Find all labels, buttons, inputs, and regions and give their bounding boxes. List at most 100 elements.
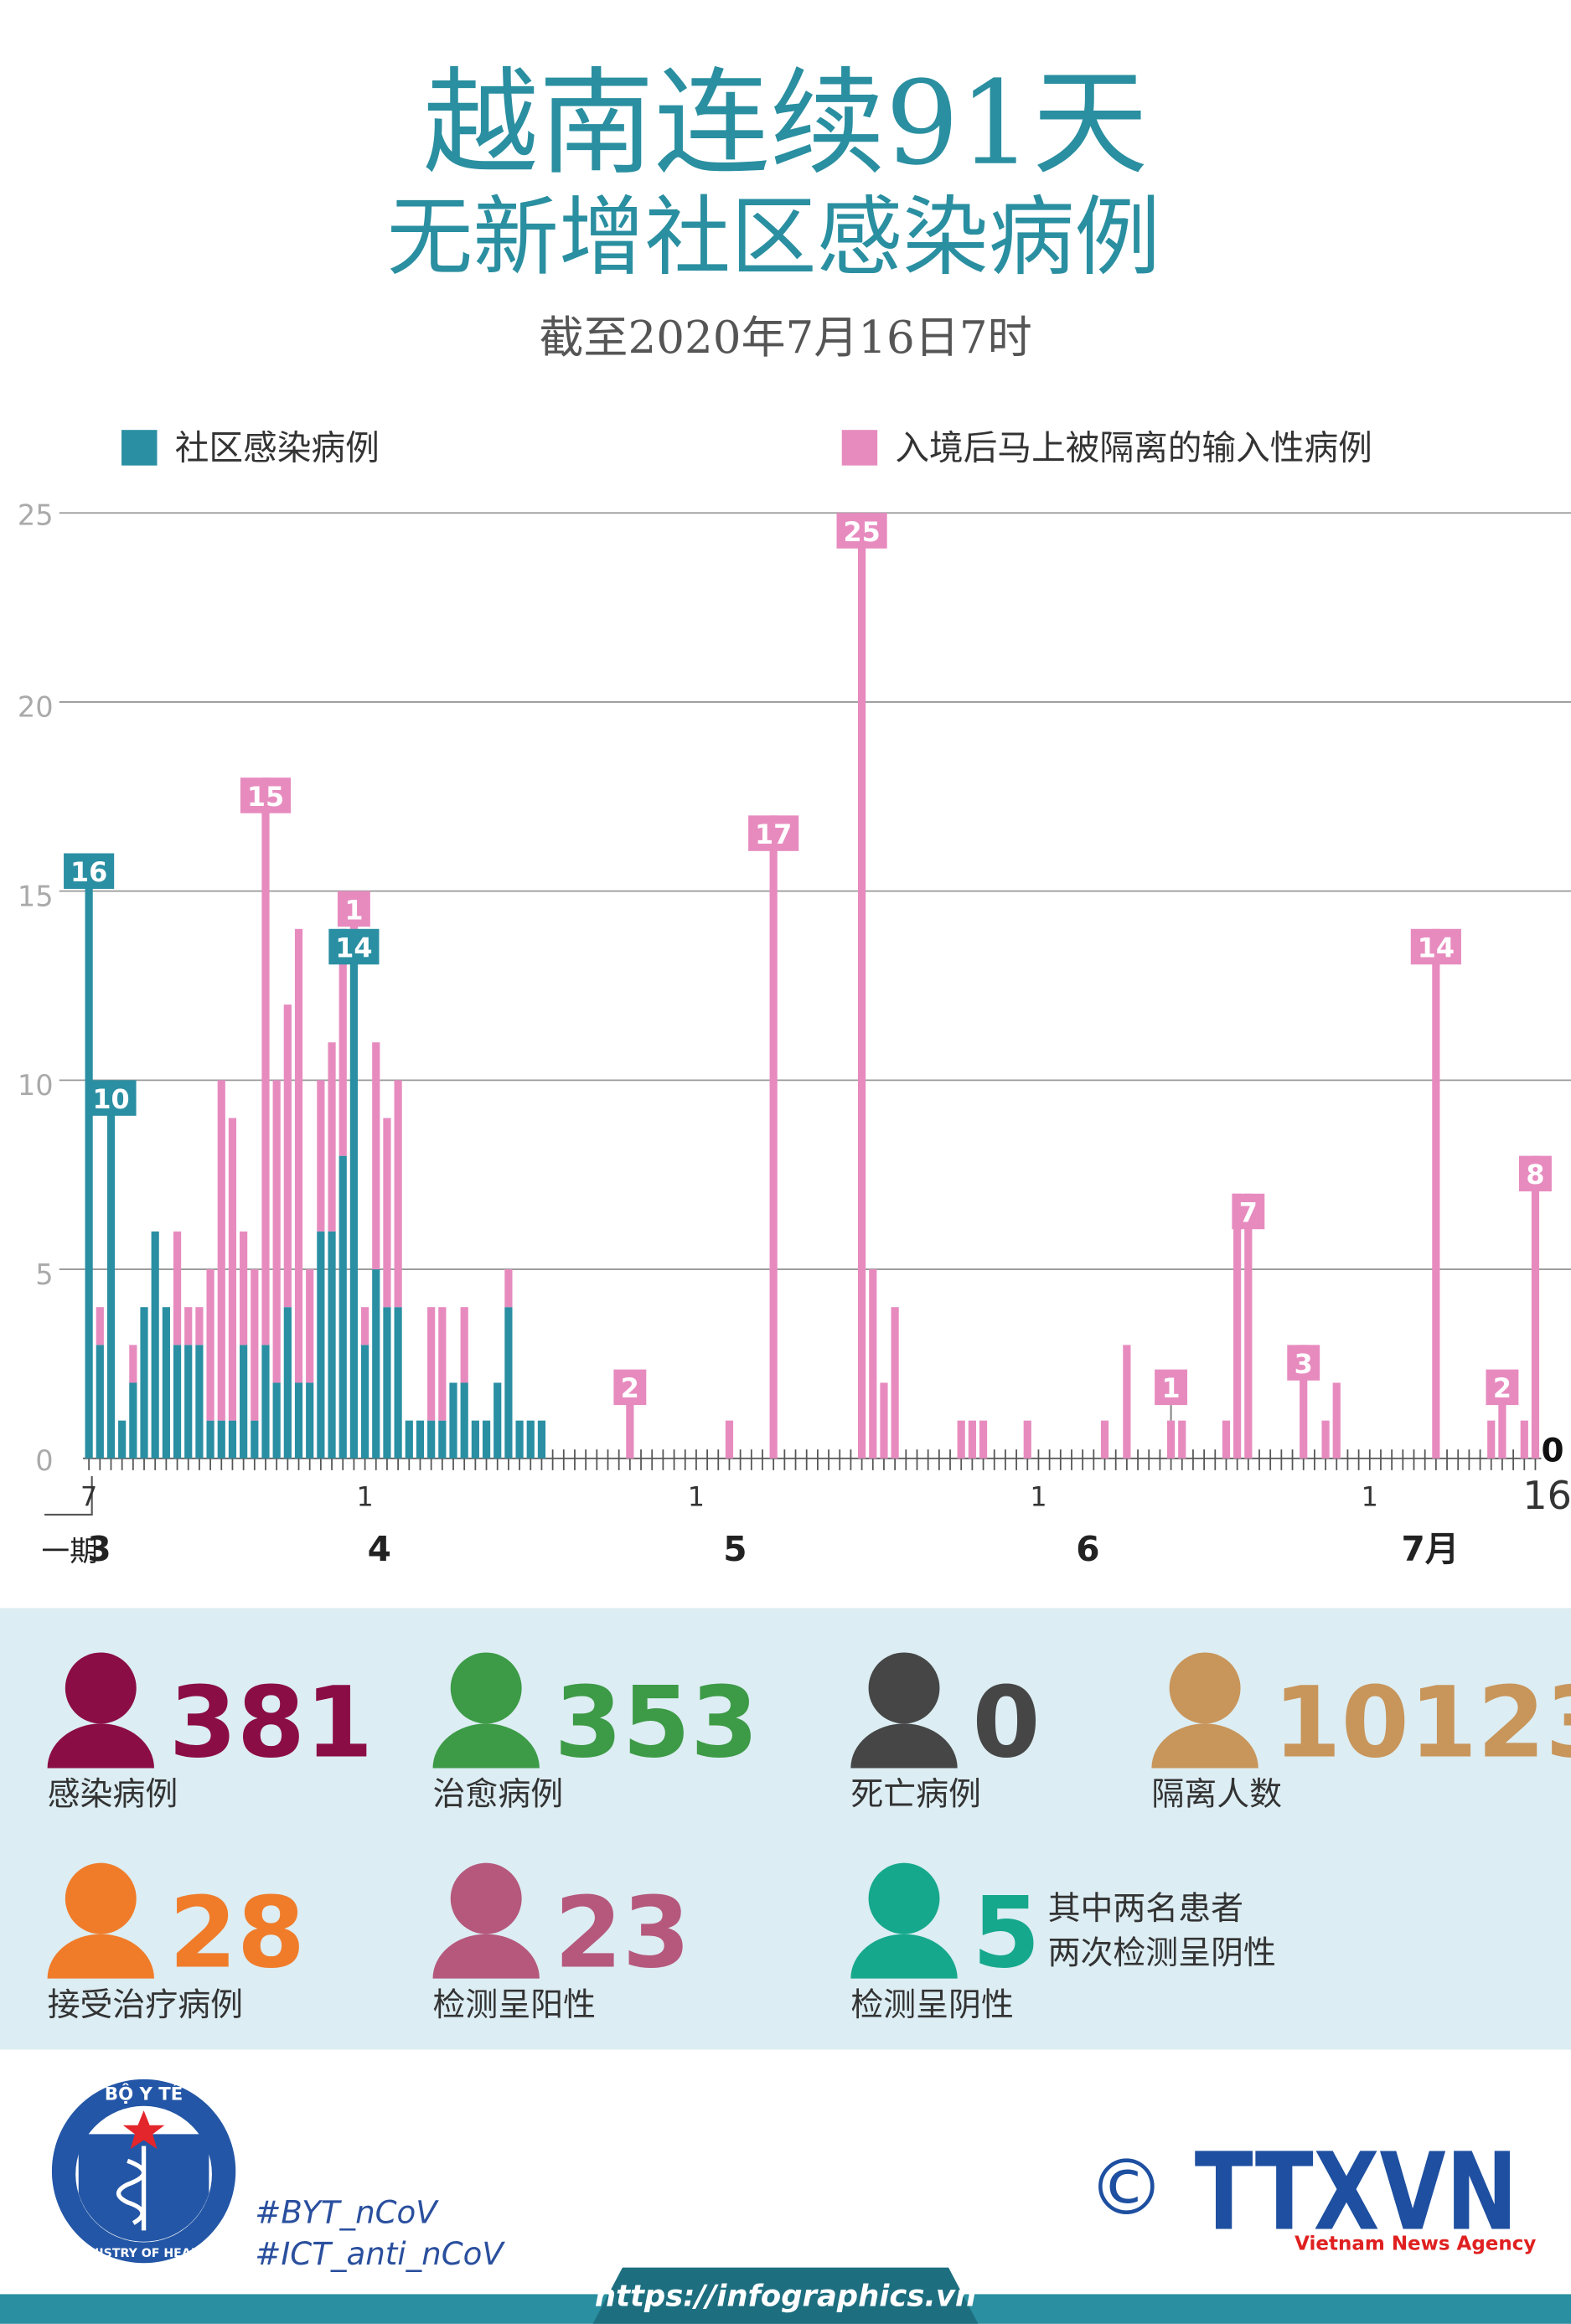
bar-segment (184, 1307, 193, 1345)
month-label: 4 (368, 1529, 391, 1569)
month-label: 7月 (1401, 1529, 1459, 1569)
subtitle: 无新增社区感染病例 (387, 189, 1160, 288)
bar-segment (504, 1269, 513, 1308)
bar-segment (857, 513, 866, 1459)
bar-segment (471, 1420, 479, 1459)
y-tick-label: 5 (35, 1258, 53, 1291)
bar-segment (394, 1307, 402, 1459)
bar-segment (537, 1420, 546, 1459)
data-label: 1 (344, 894, 363, 926)
bar-segment (96, 1345, 104, 1459)
bar-segment (968, 1420, 976, 1459)
stat-note: 其中两名患者 (1048, 1890, 1243, 1928)
bar-segment (338, 928, 347, 1156)
bar-segment (383, 1307, 391, 1459)
bar-segment (217, 1420, 225, 1459)
person-body (47, 1934, 154, 1979)
label-box (337, 891, 370, 927)
y-tick-label: 15 (18, 880, 54, 912)
bar-segment (283, 1004, 292, 1308)
stat-label: 治愈病例 (433, 1776, 564, 1814)
label-box (240, 777, 292, 813)
bar-segment (1178, 1420, 1186, 1459)
person-body (1151, 1723, 1258, 1769)
person-head (450, 1652, 522, 1724)
data-label: 2 (621, 1372, 639, 1404)
logo-staff (116, 2146, 147, 2231)
bar-segment (360, 1345, 369, 1459)
bar-segment (438, 1307, 447, 1421)
label-box (613, 1369, 647, 1406)
bar-segment (449, 1382, 457, 1459)
person-head (65, 1862, 137, 1934)
bar-segment (129, 1345, 137, 1383)
bar-segment (1300, 1345, 1308, 1459)
bar-segment (460, 1307, 468, 1383)
url: https://infographics.vn (595, 2280, 976, 2314)
bar-segment (1123, 1345, 1131, 1459)
bar-segment (1222, 1420, 1231, 1459)
data-label: 1 (1162, 1372, 1181, 1404)
bar-segment (957, 1420, 965, 1459)
bar-segment (217, 1080, 225, 1421)
y-tick-label: 20 (18, 691, 54, 724)
stat-label: 隔离人数 (1151, 1776, 1282, 1814)
bar-segment (206, 1269, 214, 1421)
person-body (850, 1723, 958, 1769)
data-label: 17 (755, 819, 792, 850)
bar-segment (427, 1307, 436, 1421)
bar-segment (228, 1118, 237, 1421)
bar-segment (1244, 1193, 1253, 1459)
bar-segment (372, 1269, 380, 1459)
bar-segment (1023, 1420, 1031, 1459)
bar-segment (338, 1155, 347, 1459)
bar-segment (438, 1420, 447, 1459)
bar-segment (1332, 1382, 1341, 1459)
label-box (85, 1080, 137, 1116)
stat-value: 5 (972, 1876, 1040, 1990)
person-head (450, 1862, 522, 1934)
bar-segment (1100, 1420, 1109, 1459)
bar-segment (85, 853, 93, 1459)
title: 越南连续91天 (423, 56, 1148, 191)
bar-segment (1531, 1155, 1540, 1459)
stat-label: 感染病例 (48, 1776, 178, 1814)
hashtag: #BYT_nCoV (255, 2195, 439, 2231)
date-note: 截至2020年7月16日7时 (539, 312, 1031, 364)
bar-segment (184, 1345, 193, 1459)
logo-bottom: MINISTRY OF HEALTH (73, 2247, 214, 2260)
bar-segment (251, 1269, 259, 1421)
person-head (868, 1862, 940, 1934)
x-tick-label: 1 (688, 1480, 705, 1512)
data-label: 15 (247, 781, 284, 813)
stat-note: 两次检测呈阴性 (1048, 1934, 1276, 1972)
bar-segment (173, 1345, 182, 1459)
bar-segment (140, 1307, 148, 1459)
x-tick-label: 1 (1362, 1480, 1378, 1512)
bar-segment (306, 1382, 314, 1459)
stat-label: 死亡病例 (850, 1776, 981, 1814)
stat-value: 353 (555, 1666, 759, 1779)
bar-segment (240, 1345, 248, 1459)
copyright: © (1088, 2143, 1165, 2233)
bar-segment (372, 1042, 380, 1270)
bar-segment (106, 1080, 116, 1459)
bar-segment (1166, 1420, 1176, 1459)
bar-segment (129, 1382, 137, 1459)
month-label: 6 (1076, 1529, 1099, 1569)
stat-label: 检测呈阳性 (433, 1986, 597, 2024)
label-box (1519, 1155, 1552, 1192)
bar-segment (349, 928, 359, 1459)
label-box (1287, 1345, 1320, 1381)
y-tick-label: 0 (35, 1444, 53, 1477)
bar-segment (317, 1080, 325, 1232)
bar-segment (869, 1269, 877, 1459)
y-tick-label: 10 (18, 1069, 54, 1102)
url-tab (592, 2267, 979, 2324)
bar-segment (272, 1382, 281, 1459)
bar-segment (96, 1307, 104, 1345)
period-label: 一期 (42, 1535, 98, 1567)
label-box (1410, 928, 1461, 965)
